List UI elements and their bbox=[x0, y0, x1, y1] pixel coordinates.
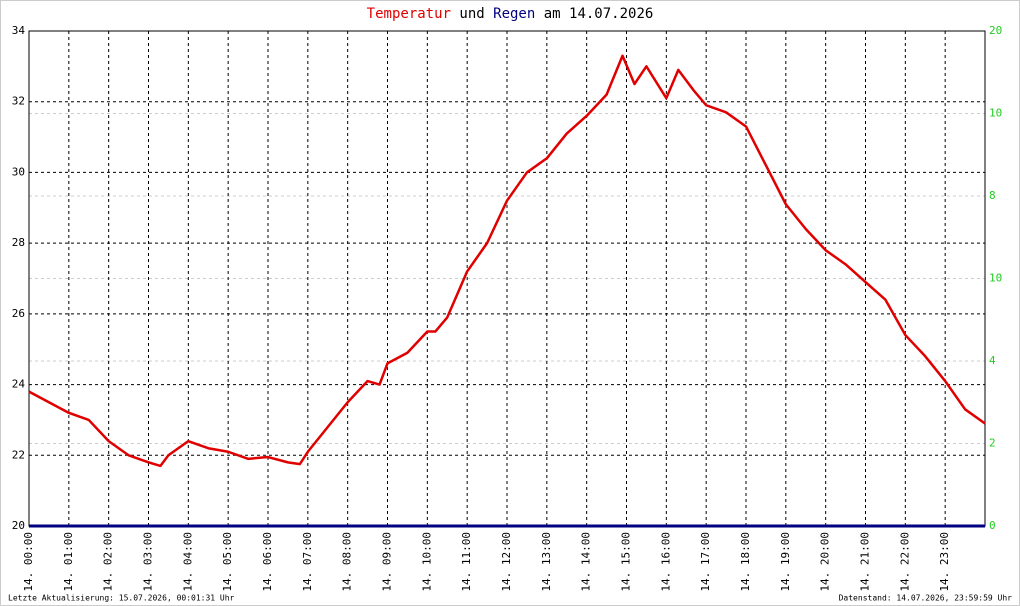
y2-tick-label: 10 bbox=[989, 107, 1002, 120]
x-tick-label: 14. 19:00 bbox=[779, 532, 792, 592]
x-tick-label: 14. 08:00 bbox=[341, 532, 354, 592]
series-line bbox=[28, 54, 986, 468]
x-tick-label: 14. 00:00 bbox=[22, 532, 35, 592]
footer-left: Letzte Aktualisierung: 15.07.2026, 00:01… bbox=[8, 594, 235, 603]
x-tick-label: 14. 20:00 bbox=[819, 532, 832, 592]
x-tick-label: 14. 03:00 bbox=[142, 532, 155, 592]
x-tick-label: 14. 18:00 bbox=[739, 532, 752, 592]
y-tick-label: 24 bbox=[12, 378, 26, 391]
x-tick-label: 14. 04:00 bbox=[181, 532, 194, 592]
y-tick-label: 26 bbox=[12, 307, 25, 320]
x-tick-label: 14. 21:00 bbox=[859, 532, 872, 592]
y-tick-label: 28 bbox=[12, 236, 25, 249]
footer-right: Datenstand: 14.07.2026, 23:59:59 Uhr bbox=[839, 594, 1013, 603]
x-tick-label: 14. 05:00 bbox=[221, 532, 234, 592]
chart-title: Temperatur und Regen am 14.07.2026 bbox=[367, 6, 654, 22]
x-tick-label: 14. 07:00 bbox=[301, 532, 314, 592]
y2-tick-label: 4 bbox=[989, 354, 996, 367]
y-tick-label: 22 bbox=[12, 448, 25, 461]
x-tick-label: 14. 12:00 bbox=[500, 532, 513, 592]
title-date: am 14.07.2026 bbox=[544, 6, 654, 22]
y-tick-label: 30 bbox=[12, 165, 25, 178]
x-tick-label: 14. 09:00 bbox=[381, 532, 394, 592]
y2-tick-label: 10 bbox=[989, 272, 1002, 285]
x-tick-label: 14. 14:00 bbox=[580, 532, 593, 592]
x-tick-label: 14. 23:00 bbox=[938, 532, 951, 592]
x-tick-label: 14. 11:00 bbox=[460, 532, 473, 592]
x-tick-label: 14. 17:00 bbox=[699, 532, 712, 592]
y2-tick-label: 0 bbox=[989, 519, 996, 532]
y-tick-label: 32 bbox=[12, 95, 25, 108]
x-tick-label: 14. 13:00 bbox=[540, 532, 553, 592]
x-tick-label: 14. 01:00 bbox=[62, 532, 75, 592]
x-tick-label: 14. 16:00 bbox=[659, 532, 672, 592]
y-tick-label: 34 bbox=[12, 24, 26, 37]
y2-tick-label: 20 bbox=[989, 24, 1002, 37]
title-joiner: und bbox=[459, 6, 484, 22]
x-tick-label: 14. 06:00 bbox=[261, 532, 274, 592]
title-temp: Temperatur bbox=[367, 6, 451, 22]
y-tick-label: 20 bbox=[12, 519, 25, 532]
x-tick-label: 14. 15:00 bbox=[620, 532, 633, 592]
title-rain: Regen bbox=[493, 6, 535, 22]
y2-tick-label: 8 bbox=[989, 189, 996, 202]
y2-tick-label: 2 bbox=[989, 437, 996, 450]
x-tick-label: 14. 02:00 bbox=[102, 532, 115, 592]
x-tick-label: 14. 10:00 bbox=[420, 532, 433, 592]
x-tick-label: 14. 22:00 bbox=[898, 532, 911, 592]
